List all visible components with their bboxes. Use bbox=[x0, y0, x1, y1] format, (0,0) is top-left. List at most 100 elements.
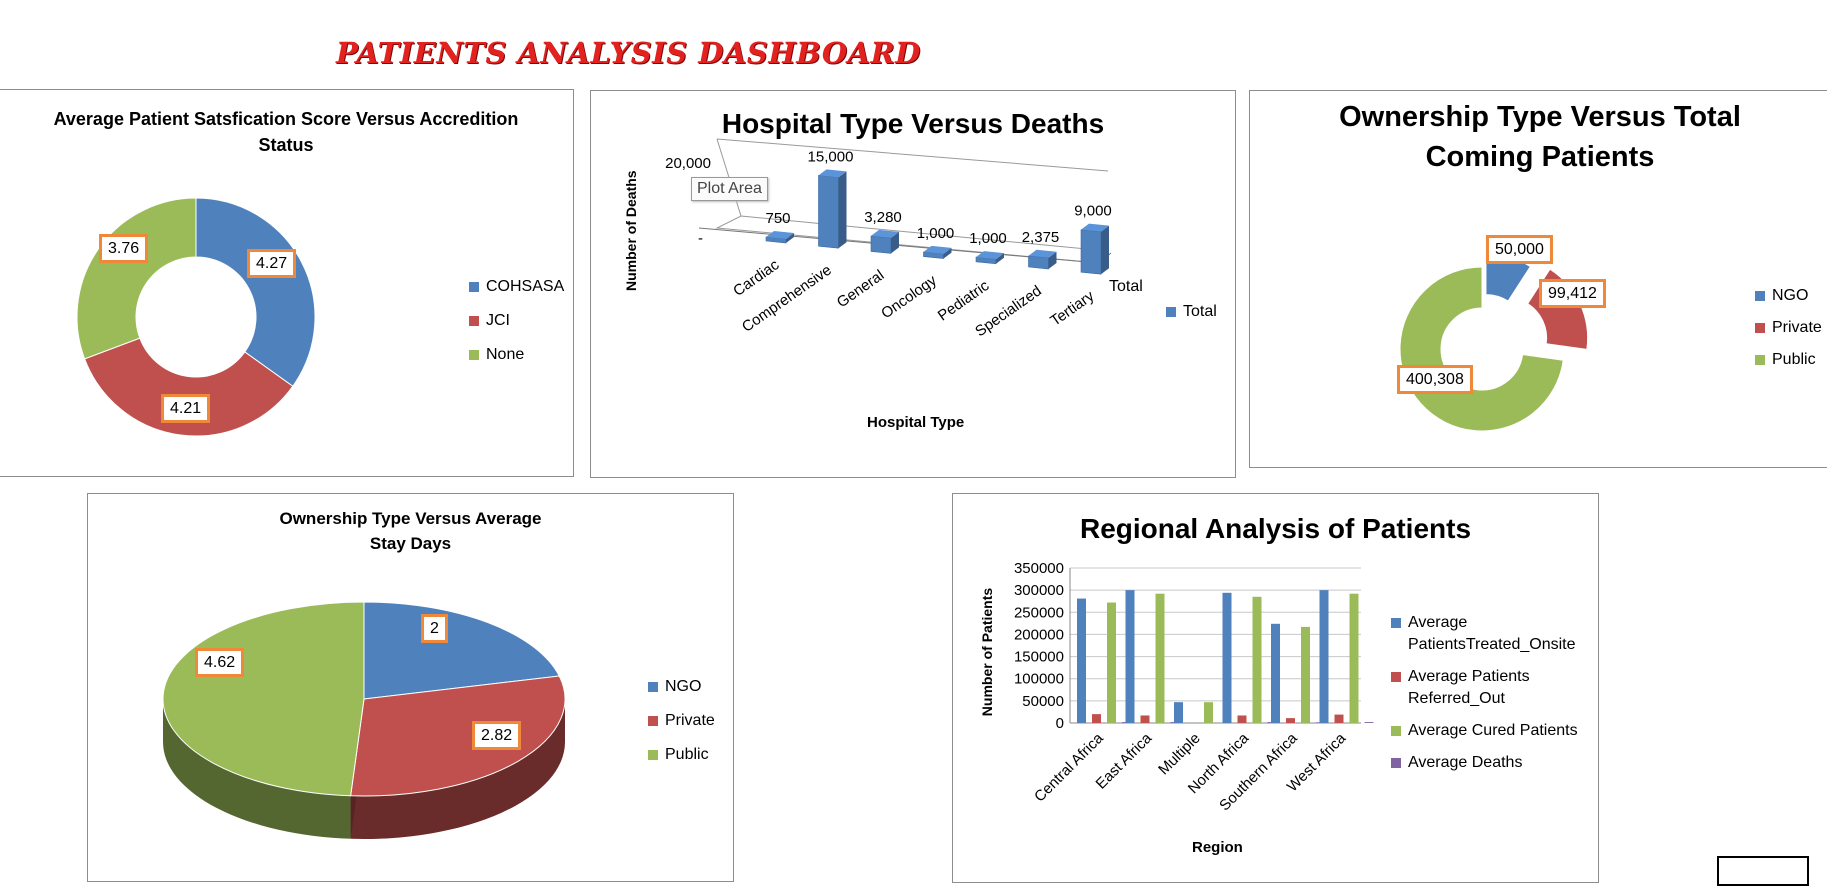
data-label: 4.27 bbox=[247, 249, 297, 278]
bar-top bbox=[818, 169, 847, 178]
title-line-1: Ownership Type Versus Total bbox=[1339, 101, 1741, 133]
bar-east-africa-average-patientstreated-onsite bbox=[1125, 590, 1135, 723]
bar-central-africa-average-patients-referred-out bbox=[1092, 714, 1101, 723]
bar-north-africa-average-patientstreated-onsite bbox=[1222, 592, 1232, 723]
coming-patients-legend: NGO Private Public bbox=[1755, 285, 1822, 381]
x-tick-tertiary: Tertiary bbox=[1047, 287, 1097, 329]
y-tick-0: - bbox=[698, 230, 703, 247]
bar-top bbox=[766, 231, 794, 239]
legend-swatch bbox=[648, 682, 658, 692]
bar-top bbox=[871, 229, 899, 238]
legend-swatch bbox=[648, 750, 658, 760]
legend-item-average-patientstreated-onsite: Average PatientsTreated_Onsite bbox=[1391, 612, 1578, 656]
data-label-specialized: 2,375 bbox=[1022, 229, 1060, 246]
title-line-2: Coming Patients bbox=[1425, 141, 1655, 173]
bar-side bbox=[1101, 225, 1109, 275]
stay-days-3d-pie bbox=[162, 601, 566, 839]
regional-chart-panel[interactable]: Regional Analysis of Patients 0 50000 1000… bbox=[952, 493, 1599, 883]
deaths-chart-panel[interactable]: Hospital Type Versus Deaths 20,000 - 750 Ca… bbox=[590, 90, 1236, 478]
data-label: 400,308 bbox=[1397, 365, 1473, 394]
bar-multiple-average-patientstreated-onsite bbox=[1174, 702, 1183, 723]
bar-central-africa-average-cured-patients bbox=[1107, 602, 1116, 723]
bar-side bbox=[1048, 251, 1057, 269]
legend-label: None bbox=[486, 346, 525, 363]
legend-item-average-cured-patients: Average Cured Patients bbox=[1391, 720, 1578, 742]
regional-x-axis-title: Region bbox=[1192, 839, 1243, 856]
selection-box[interactable] bbox=[1717, 856, 1809, 886]
legend-item-cohsasa: COHSASA bbox=[469, 276, 564, 298]
legend-label: Average Deaths bbox=[1408, 754, 1523, 771]
x-tick-general: General bbox=[834, 267, 887, 312]
legend-label: Average PatientsTreated_Onsite bbox=[1408, 614, 1576, 653]
deaths-3d-column: 20,000-750Cardiac15,000Comprehensive3,28… bbox=[665, 138, 1143, 340]
legend-item-ngo: NGO bbox=[648, 676, 715, 698]
legend-swatch bbox=[1391, 618, 1401, 628]
data-label-cardiac: 750 bbox=[765, 210, 790, 227]
bar-southern-africa-average-cured-patients bbox=[1301, 626, 1310, 723]
data-label: 2 bbox=[421, 614, 448, 643]
data-label: 4.62 bbox=[195, 648, 245, 677]
data-label: 50,000 bbox=[1486, 235, 1553, 264]
satisfaction-chart-panel[interactable]: Average Patient Satsfication Score Versu… bbox=[0, 89, 574, 477]
legend-swatch bbox=[1391, 672, 1401, 682]
legend-item-public: Public bbox=[1755, 349, 1822, 371]
legend-label: Private bbox=[1772, 319, 1822, 336]
y-tick-150000: 150000 bbox=[1014, 649, 1064, 666]
bar-west-africa-average-patientstreated-onsite bbox=[1319, 590, 1329, 723]
y-tick-250000: 250000 bbox=[1014, 604, 1064, 621]
legend-item-jci: JCI bbox=[469, 310, 564, 332]
y-tick-50000: 50000 bbox=[1022, 693, 1064, 710]
legend-label: Public bbox=[665, 746, 709, 763]
x-tick-oncology: Oncology bbox=[878, 272, 940, 323]
legend-item-ngo: NGO bbox=[1755, 285, 1822, 307]
bar-central-africa-average-patientstreated-onsite bbox=[1077, 598, 1086, 723]
legend-item-average-deaths: Average Deaths bbox=[1391, 752, 1578, 774]
y-tick-200000: 200000 bbox=[1014, 626, 1064, 643]
bar-southern-africa-average-patientstreated-onsite bbox=[1271, 623, 1280, 723]
stay-days-chart-title: Ownership Type Versus Average Stay Days bbox=[88, 506, 733, 556]
x-tick-central-africa: Central Africa bbox=[1031, 729, 1107, 805]
stay-days-chart-panel[interactable]: Ownership Type Versus Average Stay Days … bbox=[87, 493, 734, 882]
y-tick-300000: 300000 bbox=[1014, 582, 1064, 599]
legend-item-private: Private bbox=[1755, 317, 1822, 339]
bar-southern-africa-average-patients-referred-out bbox=[1286, 718, 1295, 723]
satisfaction-doughnut bbox=[76, 197, 316, 437]
slice-cohsasa bbox=[195, 197, 316, 387]
bar-north-africa-average-patients-referred-out bbox=[1237, 715, 1247, 723]
title-line-1: Ownership Type Versus Average bbox=[279, 509, 542, 528]
deaths-y-axis-title: Number of Deaths bbox=[623, 170, 639, 291]
data-label: 2.82 bbox=[472, 721, 522, 750]
legend-label: JCI bbox=[486, 312, 510, 329]
legend-label: Average Patients Referred_Out bbox=[1408, 668, 1530, 707]
data-label-general: 3,280 bbox=[864, 209, 902, 226]
legend-item-average-patients-referred-out: Average Patients Referred_Out bbox=[1391, 666, 1578, 710]
y-tick-0: 0 bbox=[1056, 715, 1064, 732]
x-tick-multiple: Multiple bbox=[1155, 730, 1204, 779]
bar-top bbox=[976, 251, 1004, 260]
satisfaction-legend: COHSASA JCI None bbox=[469, 276, 564, 378]
back-wall-top bbox=[716, 138, 1109, 172]
side-private bbox=[350, 699, 565, 839]
data-label-oncology: 1,000 bbox=[917, 225, 955, 242]
legend-label: NGO bbox=[1772, 287, 1809, 304]
coming-patients-chart-panel[interactable]: Ownership Type Versus Total Coming Patie… bbox=[1249, 90, 1827, 468]
regional-y-axis-title: Number of Patients bbox=[979, 587, 995, 717]
bar-tertiary bbox=[1080, 229, 1102, 275]
satisfaction-chart-title: Average Patient Satsfication Score Versu… bbox=[0, 106, 573, 158]
legend-swatch bbox=[1166, 307, 1176, 317]
bar-side bbox=[943, 247, 952, 259]
legend-swatch bbox=[1755, 355, 1765, 365]
legend-label: NGO bbox=[665, 678, 702, 695]
deaths-chart-title: Hospital Type Versus Deaths bbox=[721, 108, 1105, 139]
bar-multiple-average-cured-patients bbox=[1204, 702, 1213, 723]
legend-item-private: Private bbox=[648, 710, 715, 732]
coming-patients-chart-title: Ownership Type Versus Total Coming Patie… bbox=[1250, 97, 1827, 177]
legend-swatch bbox=[469, 316, 479, 326]
bar-west-africa-average-deaths bbox=[1364, 722, 1374, 723]
bar-comprehensive bbox=[818, 174, 839, 249]
data-label-tertiary: 9,000 bbox=[1074, 203, 1112, 220]
bar-top bbox=[923, 245, 952, 254]
slice-ngo bbox=[363, 601, 561, 700]
legend-label: Public bbox=[1772, 351, 1816, 368]
regional-legend: Average PatientsTreated_Onsite Average Pat… bbox=[1391, 612, 1578, 784]
